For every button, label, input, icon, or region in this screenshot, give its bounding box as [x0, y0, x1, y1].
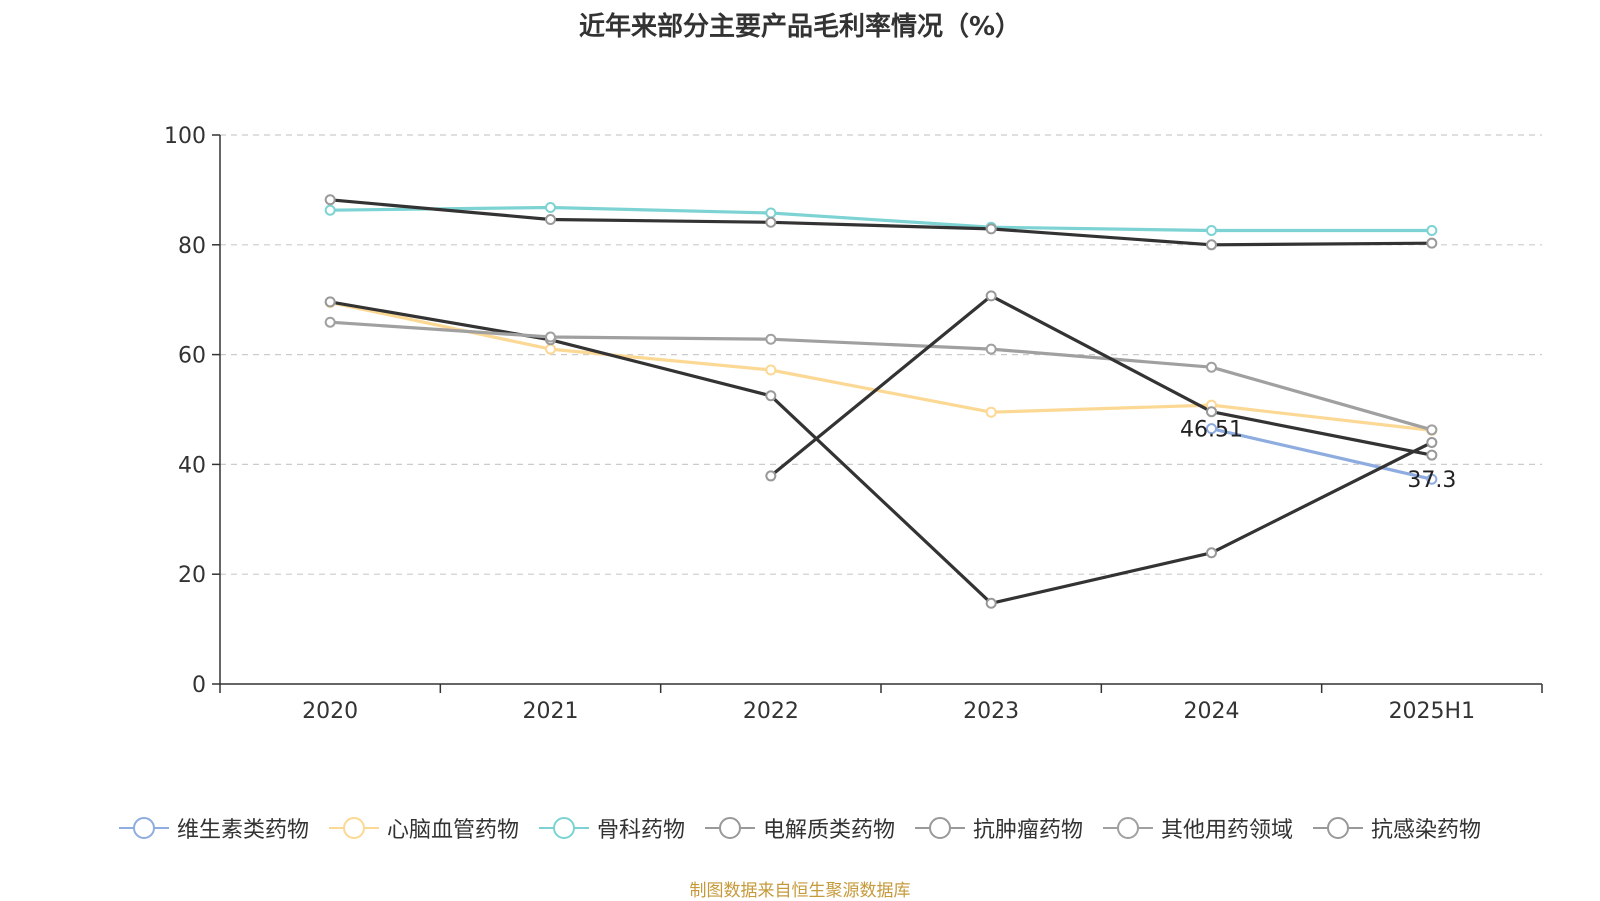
series-2-line	[328, 205, 1434, 233]
series-3-point	[1426, 237, 1438, 249]
legend-line-marker-icon	[1313, 817, 1364, 839]
series-0-line	[1209, 427, 1434, 481]
x-tick-label: 2022	[743, 699, 799, 724]
series-4-point	[765, 390, 777, 402]
x-tick-label: 2023	[963, 699, 1019, 724]
legend-line-marker-icon	[538, 817, 589, 839]
series-6-point	[765, 470, 777, 482]
chart-legend: 维生素类药物 心脑血管药物 骨科药物 电解质类药物 抗肿瘤药物 其他用药领域 抗感染药物	[0, 808, 1600, 848]
series-3-point	[324, 194, 336, 206]
data-label: 46.51	[1180, 418, 1243, 443]
legend-item[interactable]: 抗肿瘤药物	[915, 812, 1083, 844]
legend-item[interactable]: 其他用药领域	[1103, 812, 1293, 844]
series-5-point	[985, 343, 997, 355]
legend-item[interactable]: 心脑血管药物	[328, 812, 519, 844]
series-1-point	[765, 364, 777, 376]
series-4-point	[1426, 436, 1438, 448]
legend-label: 骨科药物	[596, 818, 685, 843]
x-tick-label: 2025H1	[1389, 699, 1476, 724]
series-6-line	[769, 294, 1434, 478]
series-5-point	[1426, 424, 1438, 436]
series-1-point	[545, 343, 556, 355]
series-4-point	[985, 597, 997, 609]
legend-item[interactable]: 维生素类药物	[118, 812, 309, 844]
series-5-point	[324, 316, 336, 328]
legend-label: 维生素类药物	[176, 818, 309, 843]
data-label: 37.3	[1407, 468, 1456, 493]
series-0-point	[1206, 423, 1217, 435]
series-2-point	[324, 204, 336, 216]
legend-line-marker-icon	[704, 817, 755, 839]
series-2-point	[1206, 225, 1217, 237]
legend-line-marker-icon	[328, 817, 379, 839]
legend-label: 心脑血管药物	[386, 818, 519, 843]
series-3-point	[765, 216, 777, 228]
legend-line-marker-icon	[1103, 817, 1154, 839]
series-2-point	[1426, 225, 1438, 237]
chart-title: 近年来部分主要产品毛利率情况（%）	[578, 12, 1022, 42]
series-5-point	[765, 333, 777, 345]
y-tick-label: 60	[178, 344, 206, 369]
series-2-point	[545, 201, 556, 213]
y-tick-label: 80	[178, 234, 206, 259]
series-3-point	[1206, 239, 1217, 251]
legend-item[interactable]: 电解质类药物	[704, 812, 895, 844]
series-1-line	[328, 300, 1434, 432]
series-4-point	[324, 296, 336, 308]
series-6-point	[1426, 449, 1438, 461]
legend-item[interactable]: 抗感染药物	[1313, 812, 1481, 844]
legend-item[interactable]: 骨科药物	[538, 812, 685, 844]
series-4-line	[328, 300, 1434, 605]
series-2-point	[765, 207, 777, 219]
series-0-point	[1426, 473, 1438, 485]
x-tick-label: 2024	[1184, 699, 1240, 724]
series-5-point	[545, 331, 556, 343]
series-3-line	[328, 198, 1434, 247]
legend-line-marker-icon	[915, 817, 965, 839]
series-3-point	[545, 214, 556, 226]
legend-label: 其他用药领域	[1161, 818, 1294, 843]
series-5-line	[328, 320, 1434, 432]
series-4-point	[1206, 547, 1217, 559]
series-1-point	[985, 406, 997, 418]
y-tick-label: 40	[178, 453, 206, 478]
series-5-point	[1206, 361, 1217, 373]
x-tick-label: 2020	[302, 699, 358, 724]
legend-label: 抗肿瘤药物	[973, 818, 1084, 843]
y-tick-label: 20	[178, 563, 206, 588]
series-6-point	[985, 290, 997, 302]
series-6-point	[1206, 406, 1217, 418]
source-note: 制图数据来自恒生聚源数据库	[689, 881, 911, 901]
legend-line-marker-icon	[118, 817, 169, 839]
series-3-point	[985, 223, 997, 235]
y-tick-label: 0	[192, 673, 206, 698]
x-tick-label: 2021	[523, 699, 579, 724]
line-chart: 0 20 40 60 80 100 2020 2021 2022 2023 2024 2025H1 46…	[164, 124, 1543, 724]
legend-label: 抗感染药物	[1371, 818, 1482, 843]
legend-label: 电解质类药物	[762, 818, 895, 843]
y-tick-label: 100	[164, 124, 206, 149]
